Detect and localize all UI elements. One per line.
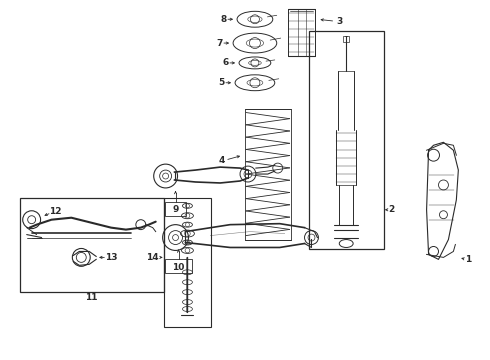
Text: 8: 8 (220, 15, 226, 24)
Text: 1: 1 (465, 255, 471, 264)
Text: 6: 6 (222, 58, 228, 67)
Bar (164, 198, 211, 327)
Bar (165, 202, 187, 216)
Text: 2: 2 (389, 205, 395, 214)
Text: 12: 12 (49, 207, 62, 216)
Text: 13: 13 (105, 253, 117, 262)
Text: 3: 3 (336, 17, 343, 26)
Bar (20, 198, 164, 292)
Bar (343, 36, 349, 42)
Bar (165, 260, 193, 273)
Text: 5: 5 (218, 78, 224, 87)
Text: 4: 4 (219, 156, 225, 165)
Bar (310, 31, 384, 249)
Text: 14: 14 (147, 253, 159, 262)
Text: 10: 10 (172, 263, 185, 272)
Text: 7: 7 (216, 39, 222, 48)
Text: 11: 11 (85, 293, 98, 302)
Text: 9: 9 (172, 205, 179, 214)
